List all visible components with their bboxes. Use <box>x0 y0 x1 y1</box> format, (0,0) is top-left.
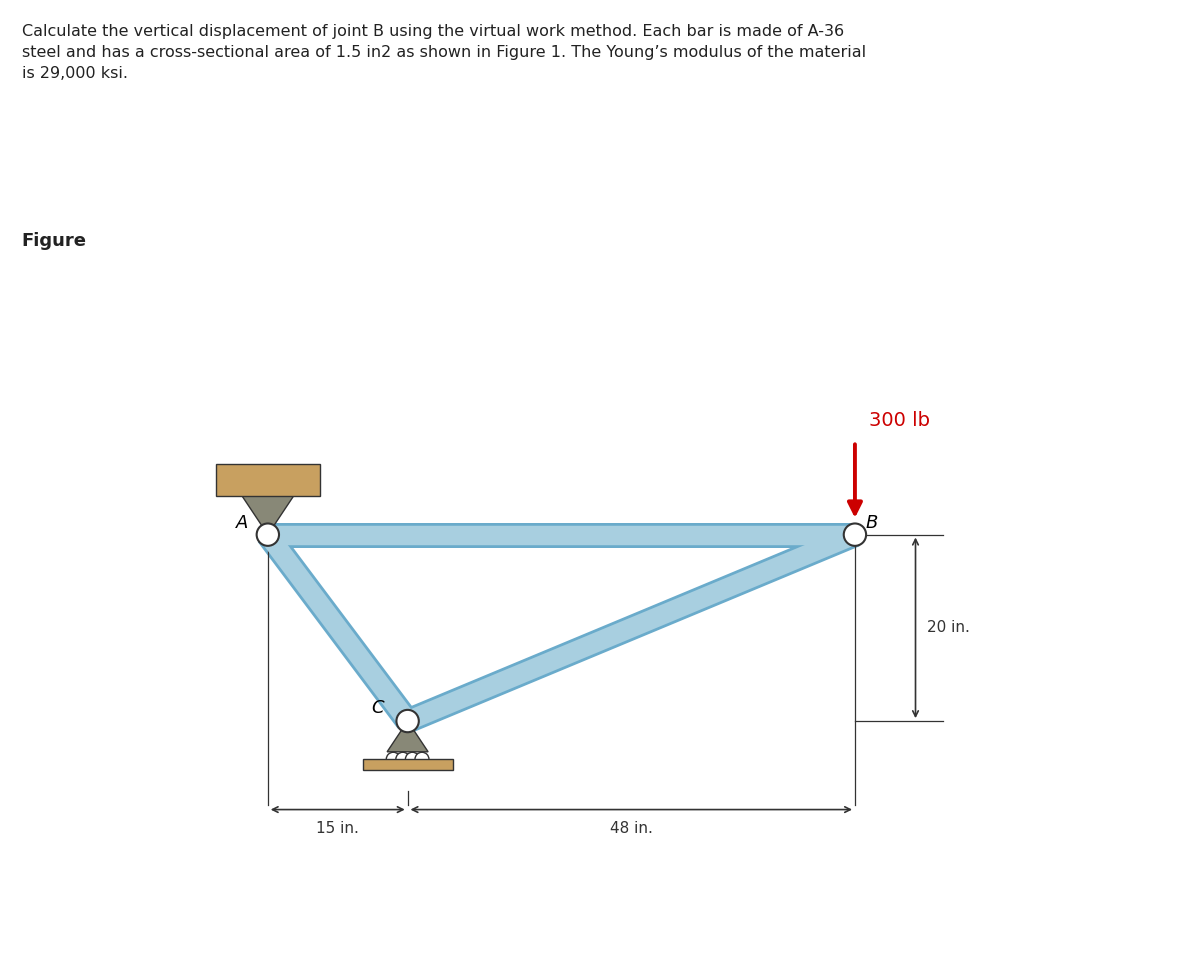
Circle shape <box>257 523 280 545</box>
Polygon shape <box>241 495 294 535</box>
Circle shape <box>396 752 410 766</box>
Text: 20 in.: 20 in. <box>926 621 970 635</box>
Text: Figure: Figure <box>22 232 86 250</box>
Bar <box>216 464 320 495</box>
Polygon shape <box>388 721 428 751</box>
Circle shape <box>386 752 401 766</box>
Text: 15 in.: 15 in. <box>317 821 359 835</box>
Circle shape <box>406 752 419 766</box>
Text: B: B <box>865 513 878 532</box>
Text: 48 in.: 48 in. <box>610 821 653 835</box>
Text: C: C <box>372 699 384 718</box>
Bar <box>362 759 452 770</box>
Text: Calculate the vertical displacement of joint B using the virtual work method. Ea: Calculate the vertical displacement of j… <box>22 24 865 81</box>
Circle shape <box>396 710 419 732</box>
Text: 300 lb: 300 lb <box>869 411 930 430</box>
Text: A: A <box>235 513 248 532</box>
Circle shape <box>844 523 866 545</box>
Circle shape <box>415 752 428 766</box>
